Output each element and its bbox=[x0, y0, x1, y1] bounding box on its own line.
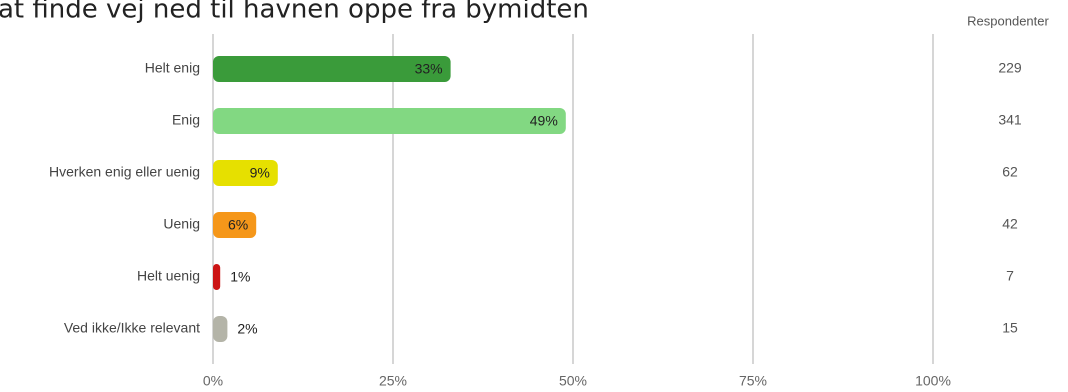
respondent-count: 42 bbox=[1002, 216, 1018, 232]
respondent-count: 7 bbox=[1006, 268, 1014, 284]
column-header: Respondenter bbox=[967, 13, 1049, 28]
y-tick-label: Enig bbox=[172, 112, 200, 128]
x-tick-label: 0% bbox=[203, 373, 223, 389]
value-label: 2% bbox=[237, 321, 257, 337]
value-label: 1% bbox=[230, 269, 250, 285]
respondent-count: 15 bbox=[1002, 320, 1018, 336]
x-tick-label: 75% bbox=[739, 373, 767, 389]
bar bbox=[213, 316, 228, 342]
x-tick-label: 25% bbox=[379, 373, 407, 389]
value-label: 33% bbox=[415, 61, 443, 77]
respondent-count: 229 bbox=[998, 60, 1022, 76]
value-label: 9% bbox=[250, 165, 270, 181]
y-tick-label: Helt uenig bbox=[137, 268, 200, 284]
bar bbox=[213, 160, 278, 186]
y-tick-label: Helt enig bbox=[145, 60, 200, 76]
value-label: 6% bbox=[228, 217, 248, 233]
y-tick-label: Uenig bbox=[163, 216, 200, 232]
chart-title: at finde vej ned til havnen oppe fra bym… bbox=[0, 0, 589, 25]
respondent-count: 62 bbox=[1002, 164, 1018, 180]
y-tick-label: Hverken enig eller uenig bbox=[49, 164, 200, 180]
bar bbox=[213, 264, 221, 290]
y-tick-label: Ved ikke/Ikke relevant bbox=[64, 320, 200, 336]
bar bbox=[213, 108, 566, 134]
bar bbox=[213, 212, 257, 238]
x-tick-label: 50% bbox=[559, 373, 587, 389]
respondent-count: 341 bbox=[998, 112, 1022, 128]
value-label: 49% bbox=[530, 113, 558, 129]
bar bbox=[213, 56, 451, 82]
x-tick-label: 100% bbox=[915, 373, 951, 389]
